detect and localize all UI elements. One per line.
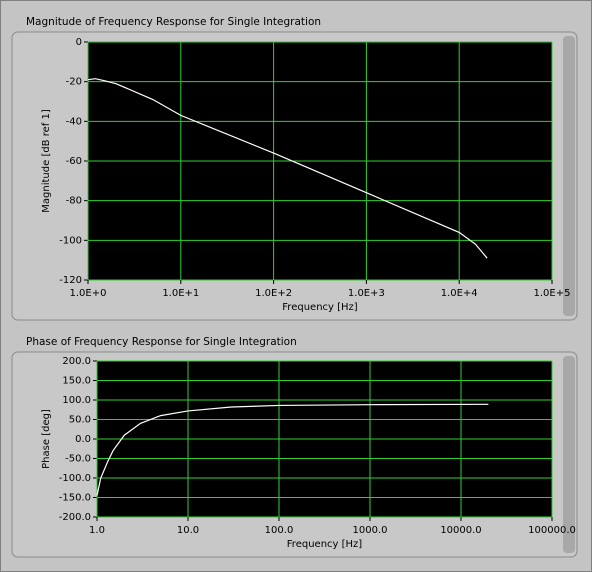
x-tick-label: 10.0 (177, 525, 199, 536)
y-tick-label: 150.0 (62, 376, 91, 387)
x-axis-label: Frequency [Hz] (287, 539, 363, 550)
y-tick-label: -100.0 (59, 473, 91, 484)
y-tick-label: 200.0 (62, 356, 91, 367)
y-tick-label: -50.0 (65, 454, 91, 465)
panel-right-bevel (563, 356, 575, 553)
x-tick-label: 1.0 (89, 525, 105, 536)
x-axis-label: Frequency [Hz] (282, 302, 358, 313)
x-tick-label: 1.0E+3 (348, 288, 385, 299)
x-tick-label: 1.0E+0 (70, 288, 107, 299)
x-tick-label: 1.0E+5 (534, 288, 571, 299)
y-tick-label: 100.0 (62, 395, 91, 406)
y-tick-label: -100 (59, 235, 82, 246)
panel-right-bevel (563, 36, 575, 316)
y-tick-label: -60 (66, 156, 82, 167)
chart-title: Magnitude of Frequency Response for Sing… (26, 16, 321, 28)
y-axis-label: Magnitude [dB ref 1] (41, 109, 52, 213)
y-tick-label: -200.0 (59, 512, 91, 523)
y-axis-label: Phase [deg] (41, 409, 52, 469)
x-tick-label: 1000.0 (353, 525, 388, 536)
data-line (87, 78, 488, 259)
x-tick-label: 100000.0 (528, 525, 576, 536)
data-line (96, 403, 489, 496)
chart-title: Phase of Frequency Response for Single I… (26, 336, 297, 348)
x-tick-label: 10000.0 (440, 525, 481, 536)
y-tick-label: -20 (66, 77, 82, 88)
x-tick-label: 1.0E+1 (162, 288, 199, 299)
y-tick-label: -80 (66, 196, 82, 207)
y-tick-label: -40 (66, 116, 82, 127)
y-tick-label: 50.0 (69, 415, 91, 426)
x-tick-label: 1.0E+2 (255, 288, 292, 299)
y-tick-label: 0 (76, 37, 82, 48)
y-tick-label: -150.0 (59, 493, 91, 504)
y-tick-label: -120 (59, 275, 82, 286)
y-tick-label: 0.0 (75, 434, 91, 445)
x-tick-label: 1.0E+4 (441, 288, 478, 299)
x-tick-label: 100.0 (265, 525, 294, 536)
